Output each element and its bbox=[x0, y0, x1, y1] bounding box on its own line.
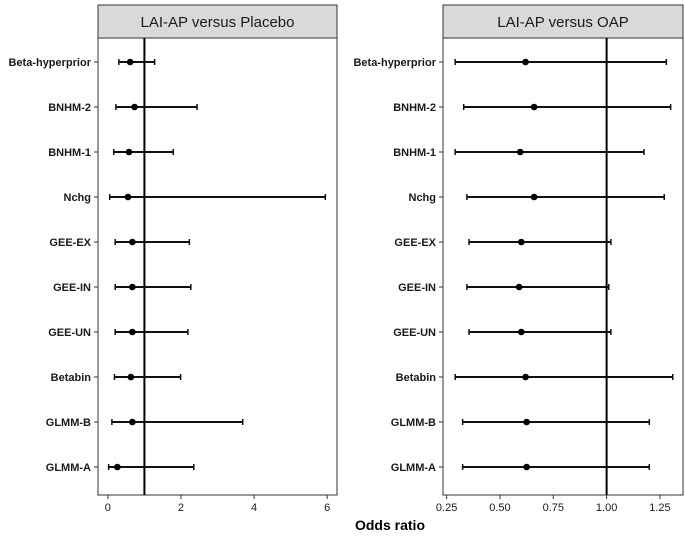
point-estimate bbox=[516, 148, 524, 156]
point-estimate bbox=[517, 328, 525, 336]
y-tick-label: GLMM-B bbox=[46, 417, 91, 429]
y-tick-label: BNHM-2 bbox=[48, 102, 91, 114]
point-estimate bbox=[129, 283, 136, 291]
point-estimate bbox=[517, 238, 525, 246]
x-tick-label: 6 bbox=[324, 502, 330, 514]
point-estimate bbox=[523, 418, 530, 426]
point-estimate bbox=[129, 238, 136, 246]
point-estimate bbox=[522, 373, 529, 381]
x-tick-label: 0.75 bbox=[543, 502, 564, 514]
point-estimate bbox=[126, 58, 134, 66]
point-estimate bbox=[127, 373, 135, 381]
y-tick-label: BNHM-2 bbox=[393, 102, 436, 114]
y-tick-label: GEE-IN bbox=[398, 282, 436, 294]
panel-title: LAI-AP versus Placebo bbox=[141, 14, 295, 31]
point-estimate bbox=[129, 418, 136, 426]
y-tick-label: Beta-hyperprior bbox=[353, 57, 436, 69]
y-tick-label: Betabin bbox=[396, 372, 437, 384]
point-estimate bbox=[530, 193, 538, 201]
x-tick-label: 1.25 bbox=[649, 502, 670, 514]
panel-title: LAI-AP versus OAP bbox=[497, 14, 628, 31]
point-estimate bbox=[530, 103, 538, 111]
x-tick-label: 1.00 bbox=[596, 502, 617, 514]
panel-strip bbox=[97, 4, 338, 39]
point-estimate bbox=[523, 463, 530, 471]
y-tick-label: GLMM-B bbox=[391, 417, 436, 429]
y-tick-label: BNHM-1 bbox=[48, 147, 91, 159]
y-tick-label: BNHM-1 bbox=[393, 147, 436, 159]
x-tick-label: 4 bbox=[251, 502, 257, 514]
point-estimate bbox=[114, 463, 121, 471]
y-tick-label: GLMM-A bbox=[391, 462, 436, 474]
point-estimate bbox=[131, 103, 138, 111]
y-tick-label: GEE-EX bbox=[49, 237, 91, 249]
y-tick-label: Nchg bbox=[64, 192, 92, 204]
x-tick-label: 0 bbox=[105, 502, 111, 514]
point-estimate bbox=[522, 58, 529, 66]
x-tick-label: 2 bbox=[178, 502, 184, 514]
y-tick-label: GEE-UN bbox=[48, 327, 91, 339]
y-tick-label: GLMM-A bbox=[46, 462, 91, 474]
panel-strip bbox=[442, 4, 684, 39]
plot-area bbox=[97, 37, 338, 496]
panel-1: LAI-AP versus OAP 0.25 0.50 0.75 1.00 1.25 Bet… bbox=[353, 4, 684, 514]
y-tick-label: Nchg bbox=[409, 192, 437, 204]
point-estimate bbox=[125, 148, 133, 156]
plot-area bbox=[442, 37, 684, 496]
x-tick-label: 0.50 bbox=[489, 502, 510, 514]
x-tick-label: 0.25 bbox=[436, 502, 457, 514]
panel-0: LAI-AP versus Placebo 0 2 4 6 Beta-hyperprior… bbox=[8, 4, 338, 514]
y-tick-label: GEE-IN bbox=[53, 282, 91, 294]
point-estimate bbox=[515, 283, 523, 291]
x-axis-label: Odds ratio bbox=[355, 517, 425, 533]
y-tick-label: GEE-EX bbox=[394, 237, 436, 249]
point-estimate bbox=[129, 328, 136, 336]
y-tick-label: GEE-UN bbox=[393, 327, 436, 339]
y-tick-label: Betabin bbox=[51, 372, 92, 384]
point-estimate bbox=[124, 193, 132, 201]
y-tick-label: Beta-hyperprior bbox=[8, 57, 91, 69]
